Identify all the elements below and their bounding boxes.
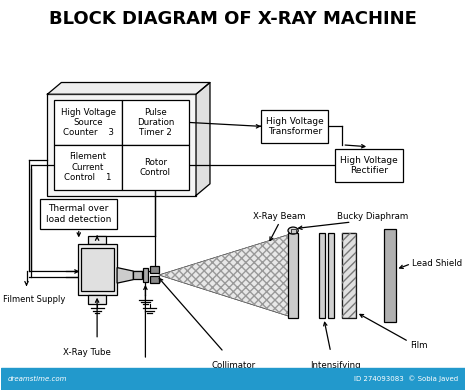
Polygon shape — [159, 235, 289, 316]
Bar — [47, 94, 196, 196]
Bar — [150, 266, 159, 273]
Bar — [81, 248, 114, 291]
Bar — [342, 233, 356, 318]
Bar — [55, 100, 122, 145]
Bar — [122, 100, 189, 145]
Text: Film: Film — [410, 341, 427, 350]
Ellipse shape — [288, 227, 298, 234]
Text: High Voltage
Rectifier: High Voltage Rectifier — [340, 156, 398, 175]
Bar — [342, 233, 356, 318]
Bar — [133, 271, 142, 279]
Bar — [55, 145, 122, 190]
Text: Thermal over
load detection: Thermal over load detection — [46, 204, 111, 224]
Text: Filement
Current
Control    1: Filement Current Control 1 — [64, 152, 112, 182]
Bar — [78, 244, 117, 295]
Bar — [1, 368, 465, 390]
Bar — [122, 145, 189, 190]
Text: ID 274093083  © Sobia Javed: ID 274093083 © Sobia Javed — [355, 376, 458, 382]
Polygon shape — [196, 83, 210, 196]
Text: Collimator: Collimator — [211, 361, 255, 370]
Bar — [336, 149, 403, 182]
Text: BLOCK DIAGRAM OF X-RAY MACHINE: BLOCK DIAGRAM OF X-RAY MACHINE — [49, 11, 417, 29]
Bar — [328, 233, 335, 318]
Text: X-Ray Tube: X-Ray Tube — [63, 348, 111, 357]
Bar — [288, 233, 298, 318]
Polygon shape — [47, 83, 210, 94]
Bar — [40, 199, 117, 229]
Text: Intensifying
Services: Intensifying Services — [310, 361, 361, 380]
Text: dreamstime.com: dreamstime.com — [8, 376, 67, 382]
Text: High Voltage
Source
Counter    3: High Voltage Source Counter 3 — [61, 108, 116, 137]
Text: Filment Supply: Filment Supply — [3, 295, 66, 304]
Text: X-Ray Beam: X-Ray Beam — [254, 212, 306, 221]
Text: Lead Shield: Lead Shield — [412, 259, 462, 268]
Bar — [291, 229, 296, 233]
Bar — [88, 236, 106, 244]
Text: Bucky Diaphram: Bucky Diaphram — [337, 212, 408, 221]
Bar — [150, 276, 159, 283]
Bar — [319, 233, 325, 318]
Polygon shape — [117, 267, 133, 283]
Text: Pulse
Duration
Timer 2: Pulse Duration Timer 2 — [137, 108, 174, 137]
Text: High Voltage
Transformer: High Voltage Transformer — [266, 117, 324, 136]
Bar — [88, 295, 106, 304]
Bar — [143, 268, 148, 282]
Bar — [261, 110, 328, 143]
Text: Rotor
Control: Rotor Control — [140, 158, 171, 177]
Text: Aluminum: Aluminum — [128, 369, 172, 378]
Bar — [384, 229, 396, 322]
